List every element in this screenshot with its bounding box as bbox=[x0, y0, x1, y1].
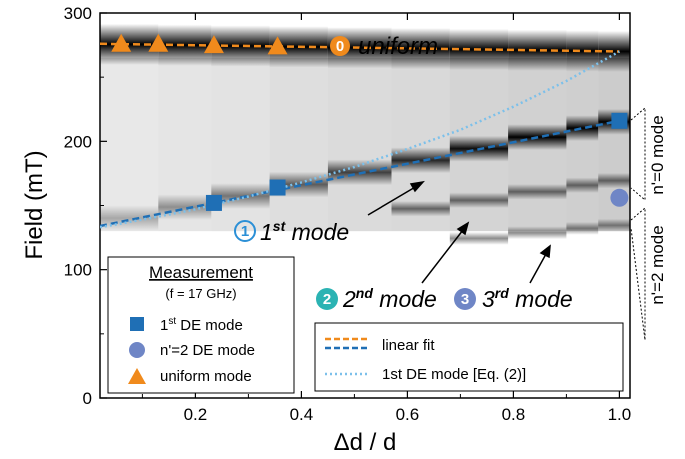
legend-fit-box bbox=[314, 322, 624, 392]
legend-n2-label: n'=2 DE mode bbox=[160, 342, 255, 359]
num-circle-3 bbox=[454, 288, 476, 310]
num-circle-0 bbox=[330, 36, 350, 56]
svg-text:3: 3 bbox=[461, 291, 469, 308]
y-tick-label: 200 bbox=[64, 132, 92, 151]
svg-text:0: 0 bbox=[336, 38, 344, 55]
legend-measurement: Measurement (f = 17 GHz) 1st DE mode n'=… bbox=[107, 256, 295, 394]
heatmap-haze bbox=[100, 57, 159, 232]
side-label-n0: n'=0 mode bbox=[648, 115, 667, 194]
triangle-marker bbox=[203, 35, 224, 54]
eq2-curve bbox=[100, 50, 621, 229]
x-tick-label: 0.8 bbox=[502, 405, 526, 424]
triangle-marker bbox=[267, 36, 288, 55]
y-tick-label: 300 bbox=[64, 4, 92, 23]
square-marker bbox=[205, 194, 222, 211]
heatmap-mode2-band bbox=[449, 192, 509, 208]
svg-text:1: 1 bbox=[241, 223, 249, 240]
heatmap-mode3-band bbox=[566, 221, 599, 235]
arrow-3rd-mode bbox=[529, 253, 547, 284]
annotation-1st-mode: 1 1st mode bbox=[234, 218, 349, 245]
side-label-n2: n'=2 mode bbox=[648, 225, 667, 304]
x-axis: 0.2 0.4 0.6 0.8 1.0 bbox=[141, 13, 632, 424]
heatmap-mode2-band bbox=[391, 201, 450, 217]
heatmap-mode2-band bbox=[508, 184, 567, 200]
heatmap-mode3-band bbox=[598, 218, 630, 232]
heatmap-mode1-band bbox=[100, 205, 159, 231]
heatmap-mode1-band bbox=[158, 194, 212, 220]
legend-measurement-subtitle: (f = 17 GHz) bbox=[165, 286, 236, 301]
legend-square-marker bbox=[130, 317, 144, 331]
linear-fit-line bbox=[100, 42, 620, 53]
heatmap-mode2-band bbox=[566, 177, 599, 193]
heatmap-haze bbox=[327, 57, 392, 232]
intensity-map bbox=[100, 13, 630, 398]
y-tick-label: 0 bbox=[83, 389, 92, 408]
heatmap-mode3-band bbox=[449, 231, 509, 245]
legend-fit: linear fit 1st DE mode [Eq. (2)] bbox=[314, 322, 624, 392]
heatmap-mode3-band bbox=[508, 226, 567, 240]
legend-circle-marker bbox=[129, 342, 145, 358]
heatmap-uniform-band bbox=[566, 30, 599, 72]
linear-fit-line bbox=[100, 119, 620, 228]
heatmap-haze bbox=[598, 57, 630, 232]
legend-measurement-title: Measurement bbox=[149, 263, 253, 282]
heatmap-mode2-band bbox=[598, 172, 630, 189]
annotation-uniform-label: uniform bbox=[358, 33, 438, 60]
square-marker bbox=[269, 179, 286, 196]
x-tick-label: 0.2 bbox=[184, 405, 208, 424]
arrow-2nd-mode bbox=[421, 229, 464, 284]
legend-uniform-label: uniform mode bbox=[160, 368, 252, 385]
circle-marker bbox=[610, 188, 629, 207]
heatmap-haze bbox=[566, 57, 599, 232]
svg-text:3rd mode: 3rd mode bbox=[482, 285, 573, 312]
y-tick-label: 100 bbox=[64, 261, 92, 280]
y-axis-label: Field (mT) bbox=[21, 150, 48, 259]
y-axis: 0 100 200 300 bbox=[64, 4, 107, 408]
annotation-2nd-mode: 2 2nd mode bbox=[316, 285, 437, 312]
num-circle-2 bbox=[316, 288, 338, 310]
x-tick-label: 1.0 bbox=[608, 405, 632, 424]
x-axis-label: Δd / d bbox=[334, 429, 397, 456]
arrowhead-2nd bbox=[456, 221, 470, 236]
x-tick-label: 0.4 bbox=[290, 405, 314, 424]
svg-text:1st DE mode: 1st DE mode bbox=[160, 316, 243, 334]
svg-text:2: 2 bbox=[323, 291, 331, 308]
x-tick-label: 0.6 bbox=[396, 405, 420, 424]
triangle-marker bbox=[148, 33, 169, 52]
arrowhead-3rd bbox=[539, 244, 551, 259]
annotation-uniform: 0 uniform bbox=[330, 33, 438, 60]
legend-triangle-marker bbox=[128, 368, 146, 384]
svg-text:2nd mode: 2nd mode bbox=[342, 285, 437, 312]
square-marker bbox=[611, 112, 628, 129]
annotation-3rd-mode: 3 3rd mode bbox=[454, 285, 573, 312]
num-circle-1 bbox=[234, 220, 256, 242]
triangle-marker bbox=[111, 33, 132, 52]
heatmap-haze bbox=[269, 57, 328, 232]
arrowhead-1st bbox=[409, 180, 425, 193]
heatmap-mode1-band bbox=[566, 115, 599, 141]
heatmap-uniform-band bbox=[598, 30, 630, 72]
fit-lines bbox=[100, 42, 621, 229]
mode-arrows bbox=[367, 180, 551, 284]
legend-linear-fit-label: linear fit bbox=[382, 337, 435, 354]
data-markers bbox=[111, 33, 629, 211]
side-labels: n'=0 mode n'=2 mode bbox=[630, 106, 667, 341]
svg-text:1st mode: 1st mode bbox=[260, 218, 349, 245]
arrow-1st-mode bbox=[367, 185, 418, 216]
legend-eq2-label: 1st DE mode [Eq. (2)] bbox=[382, 366, 526, 383]
